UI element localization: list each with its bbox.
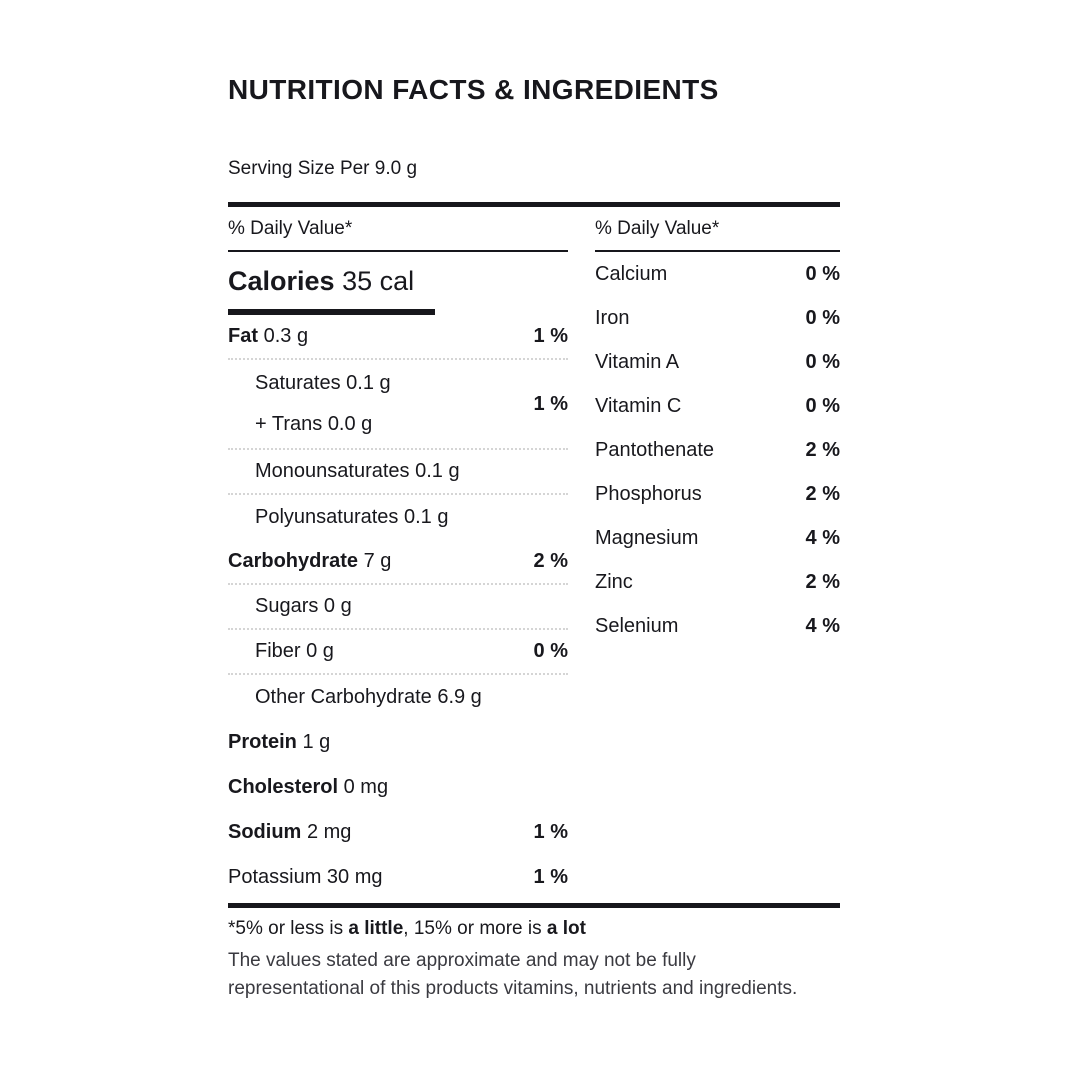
footnote-section: *5% or less is a little, 15% or more is … [228,903,840,1003]
micronutrient-label: Pantothenate [595,438,714,461]
calories-row: Calories 35 cal [228,264,568,298]
micronutrient-label: Phosphorus [595,482,702,505]
nutrient-percent: 1 % [533,392,568,415]
nutrient-percent: 0 % [533,640,568,662]
nutrient-amount: 0 mg [343,776,389,798]
calories-value: 35 cal [342,266,415,296]
disclaimer-line-2: representational of this products vitami… [228,978,798,999]
nutrient-amount: 0.3 g [263,325,309,347]
nutrient-row-potassium: Potassium 30 mg 1 % [228,855,568,900]
nutrient-row-sugars: Sugars 0 g [228,585,568,630]
footnote-emphasis-a-lot: a lot [546,918,586,939]
micronutrient-label: Vitamin A [595,350,680,373]
micronutrient-percent: 0 % [805,350,840,373]
micronutrient-percent: 0 % [805,394,840,417]
bottom-divider-bar [228,903,840,908]
daily-value-footnote: *5% or less is a little, 15% or more is … [228,918,586,939]
micronutrient-percent: 0 % [805,262,840,285]
nutrient-row-monounsaturates: Monounsaturates 0.1 g [228,450,568,495]
nutrition-columns: % Daily Value* Calories 35 cal Fat 0.3 g 1… [228,207,840,900]
macronutrient-column: % Daily Value* Calories 35 cal Fat 0.3 g 1… [228,207,568,900]
calories-underline [228,309,435,315]
daily-value-header-left: % Daily Value* [228,207,568,252]
nutrient-amount: Sugars 0 g [255,595,352,617]
nutrient-row-fiber: Fiber 0 g 0 % [228,630,568,675]
top-divider-bar [228,202,840,207]
micronutrient-percent: 4 % [805,614,840,637]
nutrient-row-sodium: Sodium 2 mg 1 % [228,810,568,855]
serving-size: Serving Size Per 9.0 g [228,158,418,179]
nutrient-percent: 1 % [533,866,568,888]
micronutrient-label: Calcium [595,262,668,285]
macronutrient-rows: Fat 0.3 g 1 % Saturates 0.1 g + Trans 0.0… [228,315,568,900]
nutrient-row-cholesterol: Cholesterol 0 mg [228,765,568,810]
micronutrient-row-magnesium: Magnesium 4 % [595,516,840,560]
nutrient-row-protein: Protein 1 g [228,720,568,765]
nutrient-label-bold: Fat [228,325,258,347]
micronutrient-label: Zinc [595,570,633,593]
daily-value-header-right: % Daily Value* [595,207,840,252]
page-title: NUTRITION FACTS & INGREDIENTS [228,74,719,105]
nutrient-amount: + Trans 0.0 g [255,413,373,435]
nutrient-row-polyunsaturates: Polyunsaturates 0.1 g [228,495,568,540]
nutrient-amount: Potassium 30 mg [228,866,383,888]
nutrient-row-fat: Fat 0.3 g 1 % [228,315,568,360]
micronutrient-percent: 2 % [805,482,840,505]
micronutrient-label: Iron [595,306,630,329]
footnote-emphasis-a-little: a little [348,918,404,939]
micronutrient-percent: 0 % [805,306,840,329]
nutrient-amount: Other Carbohydrate 6.9 g [255,686,482,708]
nutrient-label-bold: Protein [228,731,297,753]
nutrient-row-saturates-trans: Saturates 0.1 g + Trans 0.0 g 1 % [228,360,568,450]
nutrient-amount: Monounsaturates 0.1 g [255,460,460,482]
nutrient-label-bold: Carbohydrate [228,550,359,572]
nutrient-amount: 1 g [302,731,331,753]
micronutrient-row-iron: Iron 0 % [595,296,840,340]
nutrient-row-other-carbohydrate: Other Carbohydrate 6.9 g [228,675,568,720]
micronutrient-row-calcium: Calcium 0 % [595,252,840,296]
micronutrient-percent: 4 % [805,526,840,549]
micronutrient-row-pantothenate: Pantothenate 2 % [595,428,840,472]
micronutrient-row-phosphorus: Phosphorus 2 % [595,472,840,516]
nutrient-amount: Saturates 0.1 g [255,372,391,394]
nutrient-percent: 1 % [533,325,568,347]
micronutrient-label: Magnesium [595,526,699,549]
micronutrient-percent: 2 % [805,438,840,461]
nutrient-percent: 1 % [533,821,568,843]
micronutrient-row-vitamin-c: Vitamin C 0 % [595,384,840,428]
nutrient-row-carbohydrate: Carbohydrate 7 g 2 % [228,540,568,585]
nutrient-label-bold: Cholesterol [228,776,339,798]
nutrient-amount: 2 mg [306,821,352,843]
micronutrient-row-zinc: Zinc 2 % [595,560,840,604]
nutrient-amount: 7 g [363,550,392,572]
calories-label: Calories [228,266,335,296]
micronutrient-percent: 2 % [805,570,840,593]
micronutrient-row-selenium: Selenium 4 % [595,604,840,648]
nutrient-amount: Polyunsaturates 0.1 g [255,506,449,528]
nutrient-amount: Fiber 0 g [255,640,334,662]
micronutrient-column: % Daily Value* Calcium 0 % Iron 0 % Vita… [595,207,840,900]
nutrient-label-bold: Sodium [228,821,302,843]
micronutrient-label: Selenium [595,614,679,637]
disclaimer-line-1: The values stated are approximate and ma… [228,950,696,971]
micronutrient-row-vitamin-a: Vitamin A 0 % [595,340,840,384]
nutrient-percent: 2 % [533,550,568,572]
micronutrient-label: Vitamin C [595,394,682,417]
